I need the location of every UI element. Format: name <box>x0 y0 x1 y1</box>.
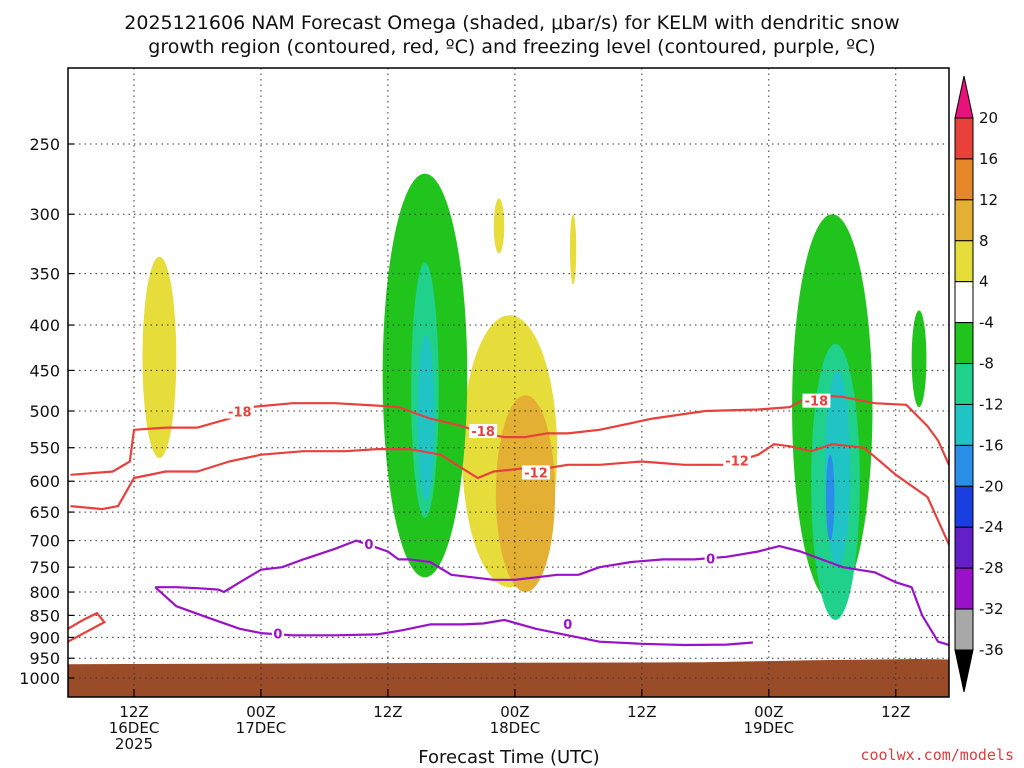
contour-label-1: -18 <box>471 425 495 440</box>
contour-label-bg-2 <box>802 393 831 408</box>
contour-label-bg-3 <box>522 465 551 480</box>
contour-labels: -18 -18 -18 -12 -12 0 0 0 0 <box>225 393 831 642</box>
omega-region-0 <box>142 256 177 459</box>
ytick-label-400: 400 <box>29 316 60 335</box>
ytick-label-900: 900 <box>29 628 60 647</box>
xtick-label-42-0: 00Z <box>500 703 529 721</box>
colorbar-label-11: -28 <box>979 559 1004 577</box>
xtick-label-78-0: 12Z <box>881 703 910 721</box>
xtick-label-18-0: 00Z <box>246 703 275 721</box>
contour-label-bg-0 <box>225 404 254 419</box>
colorbar-box-12 <box>954 608 974 651</box>
colorbar-box-4 <box>954 281 974 324</box>
contour-label-7: 0 <box>563 618 572 633</box>
contour-red-fragment <box>68 611 107 643</box>
xtick-label-6-0: 12Z <box>119 703 148 721</box>
colorbar-label-7: -12 <box>979 395 1004 413</box>
colorbar-label-13: -36 <box>979 641 1004 659</box>
colorbar-label-8: -16 <box>979 436 1004 454</box>
colorbar-box-7 <box>954 403 974 446</box>
contour-dgz-minus18 <box>70 394 949 476</box>
ytick-label-850: 850 <box>29 606 60 625</box>
ytick-label-250: 250 <box>29 135 60 154</box>
contour-freezing-lower <box>154 586 753 647</box>
omega-region-13 <box>825 454 835 541</box>
colorbar-label-0: 20 <box>979 109 998 127</box>
colorbar-box-5 <box>954 322 974 365</box>
colorbar-box-10 <box>954 526 974 569</box>
omega-region-6 <box>451 262 462 362</box>
ytick-label-500: 500 <box>29 402 60 421</box>
contour-label-bg-6 <box>271 626 284 641</box>
contours <box>68 394 949 647</box>
xtick-label-66-1: 19DEC <box>744 719 795 737</box>
colorbar-box-9 <box>954 485 974 528</box>
ytick-label-700: 700 <box>29 532 60 551</box>
ytick-label-600: 600 <box>29 472 60 491</box>
ytick-label-650: 650 <box>29 503 60 522</box>
colorbar: 20 16 12 8 4 -4 -8 -12 -16 -20 -24 -28 -32 -36 <box>954 75 1004 693</box>
contour-dgz-minus12 <box>70 443 949 548</box>
ytick-label-350: 350 <box>29 265 60 284</box>
colorbar-box-3 <box>954 240 974 283</box>
contour-label-bg-8 <box>704 551 717 566</box>
x-axis-label: Forecast Time (UTC) <box>418 747 599 768</box>
chart-title-line2: growth region (contoured, red, ºC) and f… <box>148 36 875 58</box>
contour-label-0: -18 <box>228 406 252 421</box>
ytick-label-300: 300 <box>29 205 60 224</box>
contour-label-5: 0 <box>364 538 373 553</box>
colorbar-box-6 <box>954 363 974 405</box>
chart-title-line1: 2025121606 NAM Forecast Omega (shaded, μ… <box>124 12 899 34</box>
colorbar-label-9: -20 <box>979 477 1004 495</box>
colorbar-box-0 <box>954 117 974 160</box>
omega-region-4 <box>495 395 556 593</box>
xtick-label-6-1: 16DEC <box>109 719 160 737</box>
contour-label-bg-4 <box>723 453 752 468</box>
contour-label-bg-1 <box>469 423 498 438</box>
colorbar-box-8 <box>954 444 974 487</box>
credit-text: coolwx.com/models <box>860 746 1014 764</box>
contour-label-4: -12 <box>725 454 749 469</box>
colorbar-label-5: -4 <box>979 314 994 332</box>
colorbar-label-10: -24 <box>979 518 1004 536</box>
contour-label-3: -12 <box>524 466 548 481</box>
ytick-label-550: 550 <box>29 439 60 458</box>
colorbar-label-12: -32 <box>979 600 1004 618</box>
colorbar-extend-top <box>954 75 974 119</box>
xtick-label-30-0: 12Z <box>373 703 402 721</box>
contour-label-2: -18 <box>805 395 829 410</box>
ytick-label-750: 750 <box>29 558 60 577</box>
contour-label-6: 0 <box>273 627 282 642</box>
contour-label-8: 0 <box>706 552 715 567</box>
colorbar-box-2 <box>954 199 974 242</box>
xtick-label-42-1: 18DEC <box>490 719 541 737</box>
plot-frame <box>67 67 950 698</box>
colorbar-box-11 <box>954 567 974 610</box>
contour-label-bg-7 <box>561 617 574 632</box>
ytick-label-1000: 1000 <box>19 669 60 688</box>
xtick-label-54-0: 12Z <box>627 703 656 721</box>
y-axis: 250 300 350 400 450 500 550 600 650 700 750 800 850 9… <box>19 135 74 688</box>
colorbar-label-2: 12 <box>979 191 998 209</box>
colorbar-extend-bottom <box>954 649 974 693</box>
colorbar-box-1 <box>954 158 974 201</box>
contour-freezing-0 <box>155 539 949 647</box>
colorbar-label-4: 4 <box>979 273 989 291</box>
omega-region-2 <box>493 198 505 254</box>
omega-region-10 <box>911 310 927 408</box>
grid <box>68 68 949 697</box>
colorbar-label-1: 16 <box>979 150 998 168</box>
xtick-label-18-1: 17DEC <box>236 719 287 737</box>
colorbar-label-6: -8 <box>979 355 994 373</box>
omega-region-3 <box>569 214 577 285</box>
ytick-label-950: 950 <box>29 649 60 668</box>
ytick-label-450: 450 <box>29 361 60 380</box>
contour-label-bg-5 <box>362 536 375 551</box>
colorbar-label-3: 8 <box>979 232 989 250</box>
xtick-label-66-0: 00Z <box>754 703 783 721</box>
xtick-label-6-2: 2025 <box>115 735 153 753</box>
ytick-label-800: 800 <box>29 583 60 602</box>
